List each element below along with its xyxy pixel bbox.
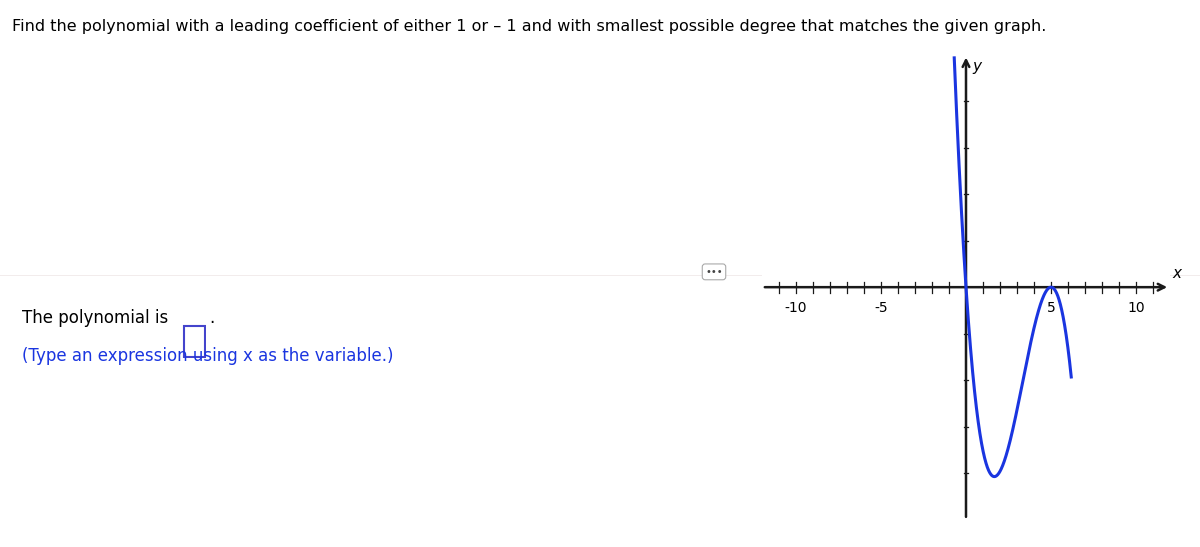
Text: •••: •••	[706, 267, 722, 277]
Text: x: x	[1172, 266, 1182, 281]
Text: -10: -10	[785, 301, 808, 315]
Text: 10: 10	[1127, 301, 1145, 315]
Text: 5: 5	[1046, 301, 1055, 315]
Text: y: y	[972, 59, 980, 74]
Text: -5: -5	[874, 301, 888, 315]
Text: The polynomial is: The polynomial is	[22, 309, 168, 327]
Text: Find the polynomial with a leading coefficient of either 1 or – 1 and with small: Find the polynomial with a leading coeff…	[12, 19, 1046, 34]
Text: (Type an expression using x as the variable.): (Type an expression using x as the varia…	[22, 347, 394, 365]
Text: .: .	[209, 309, 214, 327]
